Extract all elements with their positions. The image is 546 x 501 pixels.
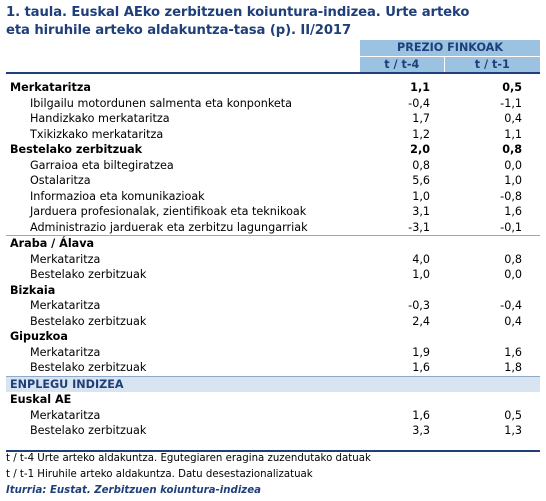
row-value-yoy: -3,1 bbox=[408, 220, 430, 234]
row-value-qoq: -0,1 bbox=[500, 220, 523, 234]
row-value-qoq: 0,4 bbox=[504, 112, 523, 125]
footnote-qoq: t / t-1 Hiruhile arteko aldakuntza. Datu… bbox=[6, 469, 313, 480]
row-label: Bestelako zerbitzuak bbox=[30, 424, 147, 437]
data-table: PREZIO FINKOAK t / t-4 t / t-1 Merkatari… bbox=[6, 40, 541, 439]
row-value-qoq: 0,5 bbox=[504, 408, 523, 422]
row-value-yoy: 1,6 bbox=[412, 408, 430, 422]
row-value-qoq: 1,8 bbox=[504, 361, 523, 374]
row-label: Jarduera profesionalak, zientifikoak eta… bbox=[30, 205, 307, 218]
row-value-yoy: 0,8 bbox=[412, 158, 430, 172]
row-value-qoq: 1,3 bbox=[504, 424, 523, 437]
row-value-qoq: 0,0 bbox=[504, 158, 523, 172]
row-label: Merkataritza bbox=[30, 345, 101, 359]
row-value-yoy: 1,9 bbox=[412, 345, 430, 359]
row-value-yoy: 3,3 bbox=[412, 424, 430, 437]
region-label-gipuzkoa: Gipuzkoa bbox=[10, 330, 68, 343]
row-value-qoq: 0,5 bbox=[502, 81, 523, 94]
row-value-yoy: 5,6 bbox=[412, 174, 430, 187]
row-value-qoq: 0,8 bbox=[504, 252, 523, 266]
table-title: 1. taula. Euskal AEko zerbitzuen koiuntu… bbox=[6, 4, 542, 40]
row-value-yoy: 1,1 bbox=[410, 81, 430, 94]
table-row: Handizkako merkataritza 1,7 0,4 bbox=[6, 111, 540, 127]
table-row: Bestelako zerbitzuak 3,3 1,3 bbox=[6, 423, 540, 439]
table-row: Bestelako zerbitzuak 1,6 1,8 bbox=[6, 360, 540, 376]
region-label-bizkaia: Bizkaia bbox=[10, 283, 56, 297]
table-row: Merkataritza 1,6 0,5 bbox=[6, 408, 540, 424]
row-value-qoq: 0,0 bbox=[504, 268, 523, 281]
table-row: Merkataritza -0,3 -0,4 bbox=[6, 298, 540, 314]
region-label-euskal-ae: Euskal AE bbox=[10, 393, 72, 406]
row-value-qoq: -0,4 bbox=[500, 299, 523, 312]
row-value-qoq: -0,8 bbox=[500, 189, 523, 203]
row-label: Administrazio jarduerak eta zerbitzu lag… bbox=[30, 220, 308, 234]
title-line-2: eta hiruhile arteko aldakuntza-tasa (p).… bbox=[6, 23, 352, 38]
row-value-qoq: 0,8 bbox=[502, 143, 523, 156]
row-label: Merkataritza bbox=[30, 408, 101, 422]
table-row: Merkataritza 4,0 0,8 bbox=[6, 252, 540, 268]
title-line-1: 1. taula. Euskal AEko zerbitzuen koiuntu… bbox=[6, 5, 470, 20]
row-value-yoy: 1,0 bbox=[412, 189, 430, 203]
table-row: Informazioa eta komunikazioak 1,0 -0,8 bbox=[6, 189, 540, 205]
row-value-yoy: 1,7 bbox=[412, 112, 430, 125]
row-label: Bestelako zerbitzuak bbox=[10, 143, 143, 156]
region-header-row: Gipuzkoa bbox=[6, 329, 540, 345]
region-header-row: Bizkaia bbox=[6, 283, 540, 299]
row-value-yoy: 2,0 bbox=[410, 143, 430, 156]
row-value-qoq: 1,6 bbox=[504, 345, 523, 359]
header-col-yoy: t / t-4 bbox=[360, 56, 445, 73]
region-header-row: Araba / Álava bbox=[6, 235, 541, 252]
section-label-employment: ENPLEGU INDIZEA bbox=[6, 375, 541, 392]
row-value-yoy: 2,4 bbox=[412, 314, 430, 328]
row-label: Informazioa eta komunikazioak bbox=[30, 189, 205, 203]
row-label: Txikizkako merkataritza bbox=[30, 127, 164, 141]
row-label: Merkataritza bbox=[10, 81, 91, 94]
row-value-yoy: -0,3 bbox=[408, 299, 430, 312]
table-row: Administrazio jarduerak eta zerbitzu lag… bbox=[6, 220, 540, 236]
table-row: Bestelako zerbitzuak 2,4 0,4 bbox=[6, 314, 540, 330]
region-header-row: Euskal AE bbox=[6, 392, 540, 408]
region-label-araba: Araba / Álava bbox=[6, 235, 360, 252]
row-value-yoy: 1,6 bbox=[412, 361, 430, 374]
row-label: Merkataritza bbox=[30, 252, 101, 266]
row-label: Bestelako zerbitzuak bbox=[30, 268, 147, 281]
row-value-yoy: 3,1 bbox=[412, 205, 430, 218]
footnote-yoy: t / t-4 Urte arteko aldakuntza. Egutegia… bbox=[6, 453, 371, 464]
table-row: Bestelako zerbitzuak 1,0 0,0 bbox=[6, 267, 540, 283]
row-value-qoq: 0,4 bbox=[504, 314, 523, 328]
row-value-yoy: 4,0 bbox=[412, 252, 430, 266]
row-label: Bestelako zerbitzuak bbox=[30, 361, 147, 374]
table-row: Ibilgailu motordunen salmenta eta konpon… bbox=[6, 96, 540, 112]
table-row: Txikizkako merkataritza 1,2 1,1 bbox=[6, 127, 540, 143]
table-row: Merkataritza 1,1 0,5 bbox=[6, 80, 540, 96]
section-header-row: ENPLEGU INDIZEA bbox=[6, 375, 541, 392]
row-label: Garraioa eta biltegiratzea bbox=[30, 158, 174, 172]
row-label: Ostalaritza bbox=[30, 174, 91, 187]
row-value-qoq: 1,6 bbox=[504, 205, 523, 218]
table-row: Garraioa eta biltegiratzea 0,8 0,0 bbox=[6, 158, 540, 174]
row-value-qoq: 1,1 bbox=[504, 127, 523, 141]
row-label: Ibilgailu motordunen salmenta eta konpon… bbox=[30, 96, 293, 110]
header-group-label: PREZIO FINKOAK bbox=[360, 40, 541, 57]
source-note: Iturria: Eustat. Zerbitzuen koiuntura-in… bbox=[6, 485, 262, 496]
row-value-yoy: 1,2 bbox=[412, 127, 430, 141]
table-row: Merkataritza 1,9 1,6 bbox=[6, 345, 540, 361]
header-row-group: PREZIO FINKOAK bbox=[6, 40, 541, 57]
row-value-qoq: 1,0 bbox=[504, 174, 523, 187]
row-value-yoy: -0,4 bbox=[408, 96, 430, 110]
table-row: Bestelako zerbitzuak 2,0 0,8 bbox=[6, 142, 540, 158]
table-bottom-rule bbox=[6, 450, 540, 452]
table-row: Jarduera profesionalak, zientifikoak eta… bbox=[6, 204, 540, 220]
table-row: Ostalaritza 5,6 1,0 bbox=[6, 173, 540, 189]
row-value-yoy: 1,0 bbox=[412, 268, 430, 281]
row-label: Bestelako zerbitzuak bbox=[30, 314, 147, 328]
row-value-qoq: -1,1 bbox=[500, 96, 523, 110]
row-label: Merkataritza bbox=[30, 299, 101, 312]
row-label: Handizkako merkataritza bbox=[30, 112, 170, 125]
header-col-qoq: t / t-1 bbox=[444, 56, 541, 73]
header-row-columns: t / t-4 t / t-1 bbox=[6, 56, 541, 73]
